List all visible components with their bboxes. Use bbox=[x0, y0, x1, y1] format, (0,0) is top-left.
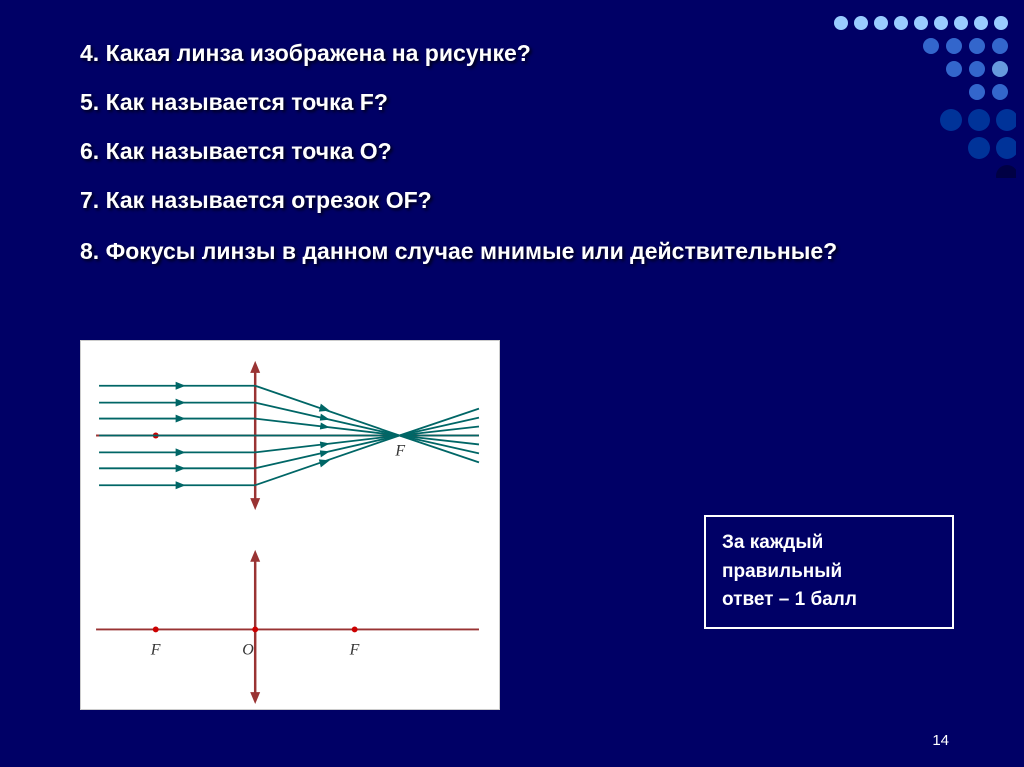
label-F-right: F bbox=[349, 641, 360, 658]
score-line3: ответ – 1 балл bbox=[722, 586, 936, 615]
score-line1: За каждый bbox=[722, 529, 936, 558]
score-line2: правильный bbox=[722, 558, 936, 587]
lens-diagram: F F O F bbox=[80, 340, 500, 710]
question-7: 7. Как называется отрезок OF? bbox=[80, 187, 964, 214]
label-O: O bbox=[242, 641, 254, 658]
label-F-left: F bbox=[150, 641, 161, 658]
label-F-top: F bbox=[394, 442, 405, 459]
corner-dots-decoration bbox=[816, 8, 1016, 178]
question-8: 8. Фокусы линзы в данном случае мнимые и… bbox=[80, 236, 964, 267]
score-box: За каждый правильный ответ – 1 балл bbox=[704, 515, 954, 629]
page-number: 14 bbox=[932, 732, 949, 749]
